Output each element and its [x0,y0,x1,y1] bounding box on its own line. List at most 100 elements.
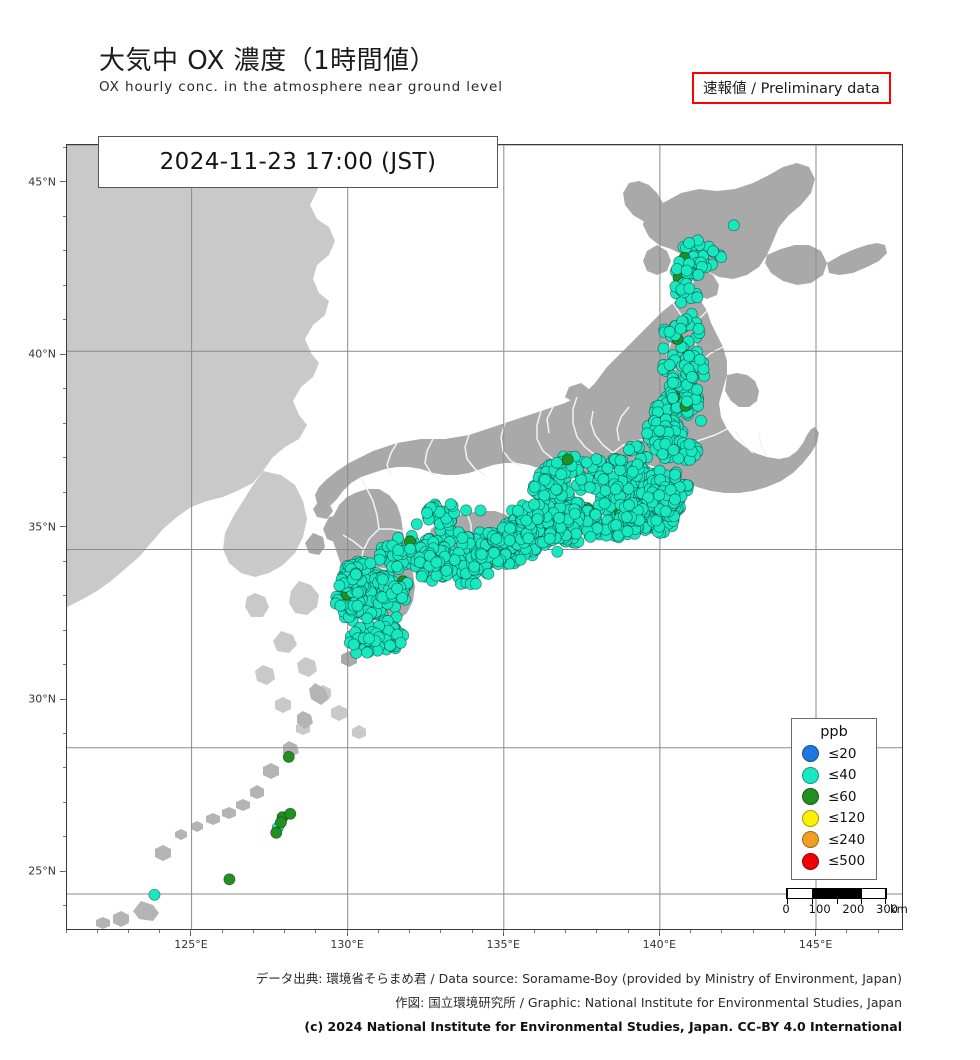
station-marker[interactable] [597,473,610,486]
station-marker[interactable] [430,556,443,569]
station-marker[interactable] [609,483,622,496]
station-marker[interactable] [391,560,404,573]
station-marker[interactable] [642,491,655,504]
station-marker[interactable] [589,508,602,521]
station-marker[interactable] [666,376,679,389]
station-marker[interactable] [421,506,434,519]
station-marker[interactable] [503,534,516,547]
station-marker[interactable] [444,498,457,511]
station-marker[interactable] [715,251,728,263]
station-marker[interactable] [394,636,407,649]
station-marker[interactable] [653,489,666,502]
station-marker[interactable] [514,553,527,566]
station-marker[interactable] [490,532,503,545]
station-marker[interactable] [270,826,283,839]
station-marker[interactable] [415,570,428,583]
station-marker[interactable] [538,489,551,502]
station-marker[interactable] [350,568,362,581]
station-marker[interactable] [653,424,666,437]
legend-row[interactable]: ≤60 [798,786,870,808]
station-marker[interactable] [383,639,396,652]
station-marker[interactable] [543,532,556,545]
station-marker[interactable] [614,454,627,467]
station-marker[interactable] [583,481,596,494]
station-marker[interactable] [284,807,297,820]
station-marker[interactable] [550,456,563,469]
station-marker[interactable] [361,646,374,659]
station-marker[interactable] [392,544,405,557]
station-marker[interactable] [659,505,672,518]
station-marker[interactable] [663,358,676,371]
station-marker[interactable] [333,579,346,592]
station-marker[interactable] [361,612,374,625]
station-marker[interactable] [664,483,677,496]
station-marker[interactable] [376,573,389,586]
station-marker[interactable] [274,816,287,829]
station-marker[interactable] [727,219,740,232]
station-marker[interactable] [657,342,670,355]
station-marker[interactable] [531,513,544,525]
station-marker[interactable] [680,264,693,277]
station-marker[interactable] [148,888,161,901]
station-marker[interactable] [482,567,495,580]
station-marker[interactable] [520,514,533,527]
station-marker[interactable] [410,518,423,531]
station-marker[interactable] [669,493,681,506]
station-marker[interactable] [682,350,695,362]
station-marker[interactable] [621,525,634,538]
legend-row[interactable]: ≤40 [798,765,870,787]
station-marker[interactable] [707,245,720,258]
station-marker[interactable] [610,519,623,532]
station-marker[interactable] [282,750,295,763]
station-marker[interactable] [575,473,588,486]
station-marker[interactable] [553,512,566,524]
station-marker[interactable] [669,468,682,481]
station-marker[interactable] [522,532,535,545]
station-marker[interactable] [504,522,517,535]
station-marker[interactable] [456,532,469,544]
station-marker[interactable] [612,529,625,542]
station-marker[interactable] [626,465,639,478]
station-marker[interactable] [670,263,683,275]
station-marker[interactable] [667,444,680,456]
station-marker[interactable] [691,383,704,396]
station-marker[interactable] [568,507,581,520]
station-marker[interactable] [620,511,633,524]
station-marker[interactable] [404,542,417,555]
station-marker[interactable] [683,282,696,295]
station-marker[interactable] [528,480,541,493]
station-marker[interactable] [623,499,635,512]
legend-row[interactable]: ≤120 [798,808,870,830]
legend-row[interactable]: ≤240 [798,829,870,851]
station-marker[interactable] [675,296,688,309]
station-marker[interactable] [539,473,551,486]
station-marker[interactable] [598,497,611,510]
station-marker[interactable] [693,353,706,366]
station-marker[interactable] [550,483,563,496]
station-marker[interactable] [663,325,676,338]
station-marker[interactable] [448,554,461,566]
station-marker[interactable] [475,548,488,561]
station-marker[interactable] [666,392,679,404]
legend-row[interactable]: ≤20 [798,743,870,765]
station-marker[interactable] [364,557,377,570]
station-marker[interactable] [391,582,404,595]
station-marker[interactable] [672,452,685,465]
station-marker[interactable] [351,599,364,612]
station-marker[interactable] [551,545,564,558]
station-marker[interactable] [570,527,583,540]
station-marker[interactable] [334,599,347,612]
station-marker[interactable] [468,560,481,573]
station-marker[interactable] [584,530,597,543]
station-marker[interactable] [692,322,705,335]
station-marker[interactable] [363,632,376,645]
station-marker[interactable] [351,586,364,599]
station-marker[interactable] [528,498,541,511]
station-marker[interactable] [223,873,236,886]
station-marker[interactable] [691,291,704,304]
station-marker[interactable] [641,427,654,440]
station-marker[interactable] [580,456,593,469]
station-marker[interactable] [555,468,568,481]
station-marker[interactable] [683,438,696,451]
station-marker[interactable] [692,268,705,281]
